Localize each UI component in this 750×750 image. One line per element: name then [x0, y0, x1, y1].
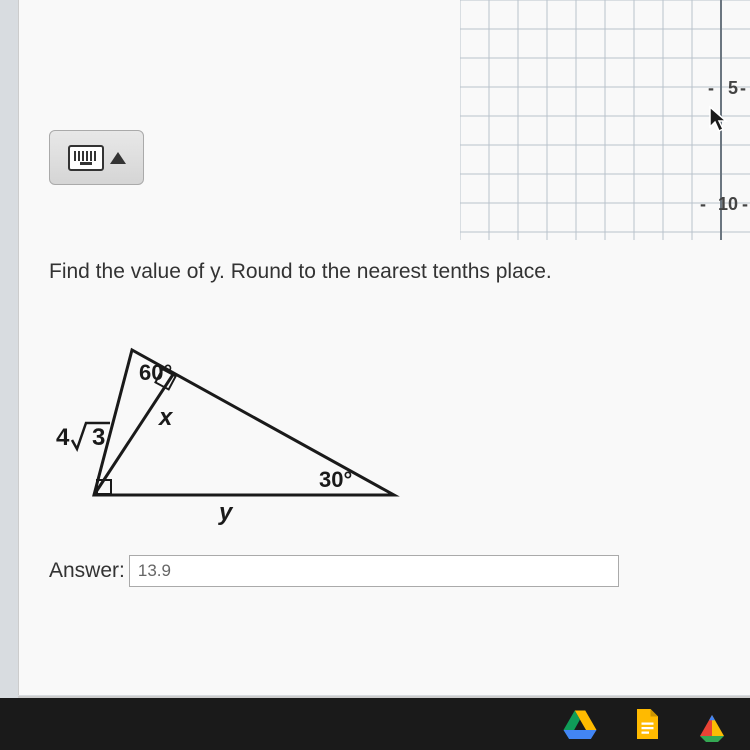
- taskbar: [0, 698, 750, 750]
- answer-input[interactable]: [129, 555, 619, 587]
- keyboard-icon: [68, 145, 104, 171]
- question-text: Find the value of y. Round to the neares…: [49, 260, 552, 284]
- grid-label-dash-5r: -: [740, 78, 746, 98]
- coordinate-grid: - 5 - - 10 -: [460, 0, 750, 240]
- grid-label-dash-10r: -: [742, 194, 748, 214]
- answer-label: Answer:: [49, 559, 125, 583]
- grid-label-dash-10l: -: [700, 194, 706, 214]
- angle-right-label: 30°: [319, 467, 352, 492]
- docs-icon[interactable]: [628, 706, 664, 742]
- base-label: y: [218, 499, 234, 525]
- grid-lines: [460, 0, 750, 240]
- triangle-diagram: 60° 30° 4 3 x y: [44, 325, 414, 525]
- play-store-icon[interactable]: [694, 706, 730, 742]
- side-left-radicand: 3: [92, 424, 105, 451]
- side-left-coeff: 4: [56, 424, 70, 451]
- angle-top-label: 60°: [139, 360, 172, 385]
- grid-label-10: 10: [718, 194, 738, 214]
- keyboard-toggle-button[interactable]: [49, 130, 144, 185]
- grid-label-dash-5l: -: [708, 78, 714, 98]
- altitude-label: x: [157, 404, 174, 431]
- chevron-up-icon: [110, 152, 126, 164]
- grid-label-5: 5: [728, 78, 738, 98]
- content-area: - 5 - - 10 - Find the value of y. Round …: [18, 0, 750, 695]
- drive-icon[interactable]: [562, 706, 598, 742]
- answer-row: Answer:: [49, 555, 619, 587]
- triangle-altitude: [94, 373, 174, 495]
